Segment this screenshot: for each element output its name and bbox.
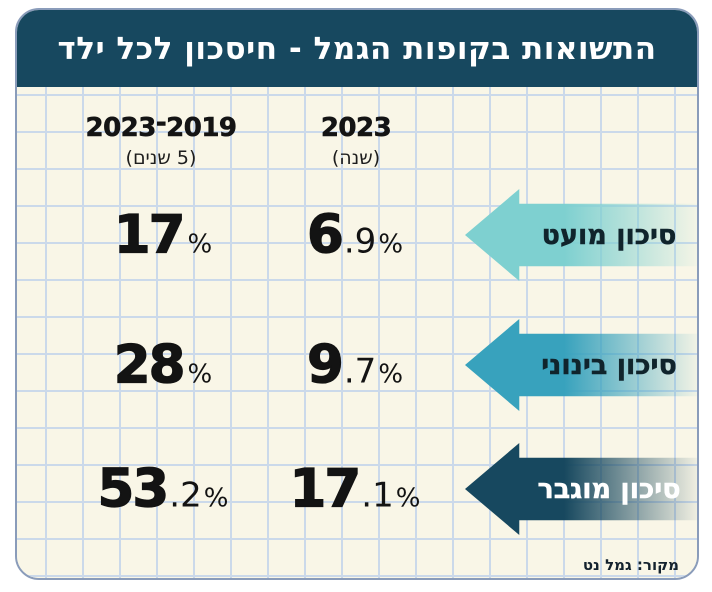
column-unit-one-year: (שנה) [331,147,381,169]
value-high-risk-five-year: 53.2% [97,458,229,520]
value-integer: 28 [113,334,186,396]
column-unit-five-year: (5 שנים) [125,147,197,169]
page-title: התשואות בקופות הגמל - חיסכון לכל ילד [57,30,657,67]
value-integer: 6 [306,204,344,266]
risk-label-medium: סיכון בינוני [541,349,677,381]
risk-label-high: סיכון מוגבר [537,473,681,505]
column-header-five-year: 2019־2023 (5 שנים) [85,113,237,169]
value-decimal: .2 [169,475,202,516]
source-note: מקור: גמל נט [582,556,679,574]
column-period-one-year: 2023 [320,113,392,144]
value-medium-risk-five-year: 28% [113,334,213,396]
value-integer: 17 [113,204,186,266]
value-decimal: .7 [343,351,377,392]
percent-sign: % [395,483,421,514]
column-header-one-year: 2023 (שנה) [320,113,392,169]
left-arrow-icon-medium-risk: סיכון בינוני [465,319,697,411]
left-arrow-icon-high-risk: סיכון מוגבר [465,443,697,535]
column-period-five-year: 2019־2023 [85,113,237,144]
left-arrow-icon-low-risk: סיכון מועט [465,189,697,281]
percent-sign: % [187,359,213,390]
value-integer: 9 [306,334,344,396]
chart-area: 2019־2023 (5 שנים) 2023 (שנה) 17% 6.9% 2… [17,87,697,578]
percent-sign: % [378,229,404,260]
value-low-risk-one-year: 6.9% [306,204,404,266]
percent-sign: % [203,483,229,514]
percent-sign: % [378,359,404,390]
value-decimal: .1 [361,475,394,516]
risk-label-low: סיכון מועט [541,219,677,251]
infographic-card: התשואות בקופות הגמל - חיסכון לכל ילד 201… [15,8,699,580]
percent-sign: % [187,229,213,260]
value-integer: 53 [97,458,170,520]
value-decimal: .9 [343,221,377,262]
value-low-risk-five-year: 17% [113,204,213,266]
value-integer: 17 [289,458,362,520]
value-medium-risk-one-year: 9.7% [306,334,404,396]
title-bar: התשואות בקופות הגמל - חיסכון לכל ילד [17,10,697,87]
value-high-risk-one-year: 17.1% [289,458,421,520]
